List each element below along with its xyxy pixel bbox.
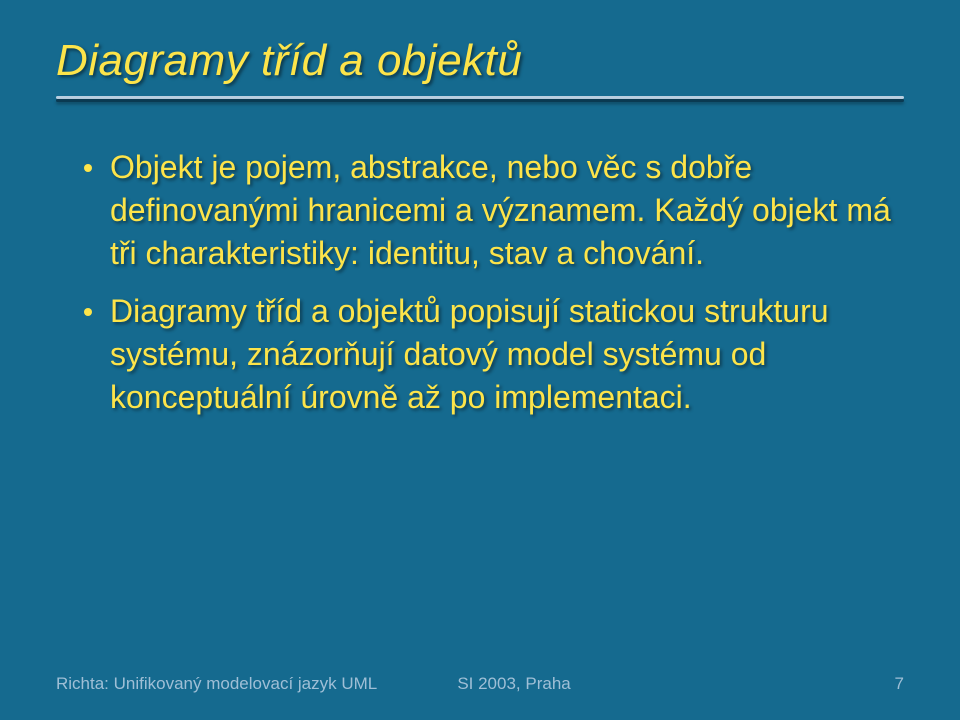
slide: Diagramy tříd a objektů Objekt je pojem,… [0, 0, 960, 720]
title-underline [56, 96, 904, 102]
footer-center: SI 2003, Praha [457, 674, 570, 694]
slide-title: Diagramy tříd a objektů [56, 36, 904, 86]
bullet-icon [84, 164, 92, 172]
footer-left: Richta: Unifikovaný modelovací jazyk UML [56, 674, 377, 694]
list-item: Objekt je pojem, abstrakce, nebo věc s d… [84, 146, 904, 276]
underline-shadow [56, 99, 904, 102]
bullet-icon [84, 308, 92, 316]
bullet-list: Objekt je pojem, abstrakce, nebo věc s d… [56, 146, 904, 419]
list-item: Diagramy tříd a objektů popisují statick… [84, 290, 904, 420]
slide-footer: Richta: Unifikovaný modelovací jazyk UML… [56, 674, 904, 694]
bullet-text: Diagramy tříd a objektů popisují statick… [110, 290, 904, 420]
bullet-text: Objekt je pojem, abstrakce, nebo věc s d… [110, 146, 904, 276]
footer-page-number: 7 [895, 674, 904, 694]
